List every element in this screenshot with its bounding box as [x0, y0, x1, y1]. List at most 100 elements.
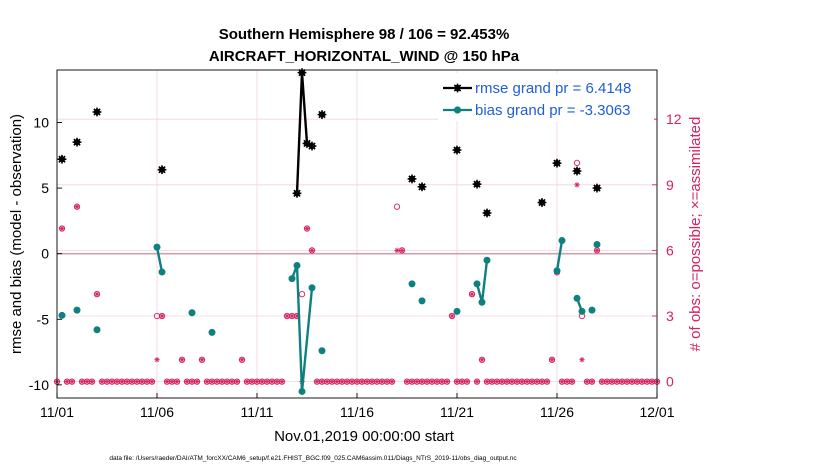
obs-assimilated-marker — [129, 378, 135, 385]
obs-assimilated-marker — [614, 378, 620, 385]
obs-assimilated-stroke — [224, 379, 230, 384]
obs-assimilated-stroke — [594, 248, 600, 253]
obs-assimilated-marker — [289, 313, 295, 319]
obs-assimilated-marker — [599, 378, 605, 385]
obs-assimilated-stroke — [194, 379, 200, 384]
y-axis-label-right: # of obs: o=possible; ×=assimilated — [687, 117, 704, 352]
obs-assimilated-stroke — [409, 379, 415, 384]
obs-assimilated-stroke — [539, 379, 545, 384]
obs-assimilated-stroke — [429, 379, 435, 384]
obs-assimilated-marker — [244, 378, 250, 385]
obs-assimilated-stroke — [524, 379, 530, 384]
obs-assimilated-stroke — [199, 357, 205, 362]
obs-assimilated-marker — [319, 378, 325, 385]
obs-assimilated-marker — [249, 378, 255, 385]
obs-assimilated-stroke — [494, 379, 500, 384]
obs-assimilated-marker — [519, 378, 525, 385]
bias-point — [453, 307, 461, 315]
obs-assimilated-stroke — [489, 379, 495, 384]
obs-assimilated-stroke — [309, 248, 315, 253]
obs-assimilated-stroke — [369, 379, 375, 384]
bias-point — [158, 268, 166, 276]
obs-assimilated-marker — [359, 378, 365, 385]
rmse-point-spike — [541, 198, 546, 204]
obs-assimilated-stroke — [149, 379, 155, 384]
series-points — [57, 68, 602, 395]
obs-assimilated-stroke — [234, 379, 240, 384]
chart-subtitle: AIRCRAFT_HORIZONTAL_WIND @ 150 hPa — [209, 48, 520, 65]
obs-assimilated-marker — [384, 378, 390, 385]
obs-assimilated-stroke — [604, 379, 610, 384]
obs-assimilated-marker — [634, 378, 640, 385]
rmse-point — [307, 141, 317, 151]
obs-assimilated-stroke — [464, 379, 470, 384]
rmse-point — [92, 107, 102, 117]
x-tick-label: 11/01 — [40, 404, 74, 420]
obs-assimilated-stroke — [449, 313, 455, 319]
bias-point — [478, 298, 486, 306]
obs-assimilated-stroke — [399, 248, 405, 253]
obs-assimilated-marker — [624, 378, 630, 385]
obs-assimilated-stroke — [214, 379, 220, 384]
y-tick-label-right: 3 — [666, 308, 674, 324]
y-tick-label-right: 9 — [666, 177, 674, 193]
rmse-point-spike — [76, 138, 81, 143]
obs-assimilated-stroke — [164, 379, 170, 384]
obs-assimilated-stroke — [324, 379, 330, 384]
y-tick-label-right: 12 — [666, 111, 682, 127]
obs-assimilated-stroke — [344, 379, 350, 384]
obs-assimilated-stroke — [229, 379, 235, 384]
obs-assimilated-stroke — [534, 379, 540, 384]
obs-assimilated-marker — [379, 378, 385, 385]
axis-ticks: 0 3 6 9 12 11/01 11/06 11/11 11/16 11/21 11/26 12/0… — [29, 111, 682, 420]
rmse-point — [407, 174, 417, 184]
obs-assimilated-marker — [254, 378, 260, 385]
obs-assimilated-marker — [579, 357, 585, 363]
obs-assimilated-stroke — [279, 379, 285, 384]
obs-assimilated-marker — [284, 313, 290, 319]
rmse-point-spike — [296, 189, 301, 194]
bias-point — [308, 284, 316, 292]
rmse-point — [297, 68, 307, 78]
obs-assimilated-stroke — [169, 379, 175, 384]
rmse-point-spike — [486, 209, 491, 214]
obs-assimilated-stroke — [379, 379, 385, 384]
obs-assimilated-stroke — [384, 379, 390, 384]
obs-assimilated-marker — [454, 378, 460, 385]
obs-assimilated-stroke — [339, 379, 345, 384]
bias-line-segment — [290, 264, 314, 393]
obs-assimilated-stroke — [289, 313, 295, 319]
bias-point — [58, 311, 66, 319]
legend-rmse-label: rmse grand pr = 6.4148 — [475, 80, 631, 97]
obs-assimilated-stroke — [329, 379, 335, 384]
bias-point — [593, 240, 601, 248]
rmse-point — [57, 154, 67, 164]
obs-assimilated-marker — [629, 378, 635, 385]
obs-assimilated-marker — [109, 378, 115, 385]
bias-point — [298, 387, 306, 395]
legend-rmse-marker — [453, 83, 462, 93]
obs-assimilated-marker — [214, 378, 220, 385]
obs-assimilated-stroke — [349, 379, 355, 384]
obs-assimilated-stroke — [544, 379, 550, 384]
x-tick-label: 11/21 — [440, 404, 474, 420]
obs-assimilated-stroke — [394, 248, 400, 253]
bias-line-segment — [155, 246, 164, 273]
obs-assimilated-marker — [619, 378, 625, 385]
obs-assimilated-stroke — [209, 379, 215, 384]
rmse-point-spike — [306, 139, 311, 145]
obs-assimilated-marker — [134, 378, 140, 385]
legend-bias-label: bias grand pr = -3.3063 — [475, 102, 631, 119]
rmse-point-spike — [96, 108, 101, 113]
obs-assimilated-stroke — [404, 379, 410, 384]
obs-assimilated-marker — [84, 378, 90, 385]
rmse-point — [552, 158, 562, 168]
obs-assimilated-stroke — [64, 379, 70, 384]
rmse-point — [472, 179, 482, 189]
obs-assimilated-stroke — [529, 379, 535, 384]
obs-assimilated-marker — [589, 378, 595, 385]
legend-bias-marker — [453, 106, 462, 114]
obs-assimilated-marker — [169, 378, 175, 385]
obs-assimilated-stroke — [609, 379, 615, 384]
obs-assimilated-marker — [474, 378, 480, 385]
